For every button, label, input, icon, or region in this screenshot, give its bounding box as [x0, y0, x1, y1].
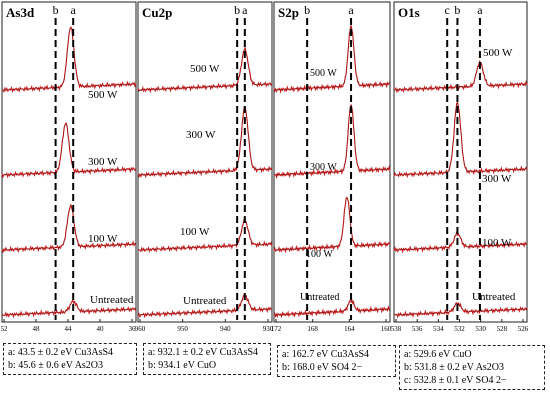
legend-entry: b: 934.1 eV CuO	[148, 360, 217, 371]
x-tick-label: 930	[263, 325, 274, 333]
fit-envelope	[274, 103, 390, 176]
legend-box-s2p: a: 162.7 eV Cu3AsS4 b: 168.0 eV SO4 2−	[277, 345, 396, 377]
fit-envelope	[2, 301, 136, 316]
fit-envelope	[138, 220, 272, 251]
reference-line-label: b	[234, 3, 240, 17]
series-label: 300 W	[310, 162, 337, 173]
x-tick-label: 44	[65, 325, 73, 333]
series-label: Untreated	[472, 291, 516, 303]
series-label: 300 W	[186, 129, 216, 141]
series-label: 500 W	[483, 47, 513, 59]
fit-envelope	[394, 302, 527, 316]
spectrum-line	[273, 25, 391, 94]
panel-cu2p: Cu2p 960 950 940 930 500 W 300 W 100 W Untreated…	[135, 1, 274, 333]
x-tick-label: 528	[497, 325, 508, 333]
series-label: 100 W	[482, 237, 512, 249]
fit-envelope	[2, 205, 136, 251]
x-tick-label: 538	[391, 325, 402, 333]
panel-s2p: S2p 172 168 164 160 500 W 300 W 100 W Untreated b…	[271, 1, 392, 333]
spectrum-line	[1, 299, 137, 319]
panel-frame	[273, 1, 391, 323]
series-label: 500 W	[88, 89, 118, 101]
x-tick-label: 168	[307, 325, 318, 333]
fit-envelope	[138, 107, 272, 176]
x-tick-label: 536	[412, 325, 423, 333]
fit-envelope	[274, 195, 390, 251]
panel-o1s: O1s 538 536 534 532 530 528 526 500 W 300 W 100 W U…	[391, 1, 529, 333]
reference-line-label: a	[348, 3, 354, 17]
legend-box-as3d: a: 43.5 ± 0.2 eV Cu3AsS4 b: 45.6 ± 0.6 eV…	[3, 343, 137, 375]
series-label: 500 W	[310, 68, 337, 79]
x-tick-label: 160	[381, 325, 392, 333]
series-label: Untreated	[183, 295, 227, 307]
x-tick-label: 950	[177, 325, 188, 333]
series-label: 300 W	[482, 173, 512, 185]
x-tick-label: 52	[1, 325, 9, 333]
x-tick-label: 172	[271, 325, 282, 333]
spectrum-line	[137, 106, 273, 179]
panel-frame	[1, 1, 137, 323]
legend-entry: a: 932.1 ± 0.2 eV Cu3AsS4	[148, 347, 259, 358]
reference-line-label: b	[304, 3, 310, 17]
legend-entry: b: 45.6 ± 0.6 eV As2O3	[8, 360, 104, 371]
series-label: 100 W	[306, 249, 333, 260]
legend-entry: a: 162.7 eV Cu3AsS4	[282, 349, 370, 360]
fit-envelope	[2, 123, 136, 176]
fit-envelope	[138, 49, 272, 91]
reference-line-label: b	[454, 3, 460, 17]
legend-entry: b: 168.0 eV SO4 2−	[282, 362, 363, 373]
x-tick-label: 532	[454, 325, 465, 333]
legend-entry: b: 531.8 ± 0.2 eV As2O3	[404, 362, 505, 373]
fit-envelope	[2, 26, 136, 91]
x-tick-label: 164	[344, 325, 355, 333]
x-tick-label: 960	[135, 325, 146, 333]
fit-envelope	[394, 233, 527, 251]
panel-title: O1s	[398, 5, 420, 20]
fit-envelope	[138, 294, 272, 316]
series-label: 100 W	[88, 233, 118, 245]
panel-frame	[137, 1, 273, 323]
panel-frame	[393, 1, 528, 323]
x-tick-label: 48	[33, 325, 41, 333]
panel-title: As3d	[6, 5, 35, 20]
series-label: 300 W	[88, 156, 118, 168]
x-tick-label: 530	[475, 325, 486, 333]
legend-entry: a: 43.5 ± 0.2 eV Cu3AsS4	[8, 347, 114, 358]
series-label: Untreated	[300, 292, 339, 303]
reference-line-label: a	[477, 3, 483, 17]
legend-entry: a: 529.6 eV CuO	[404, 349, 472, 360]
reference-line-label: a	[71, 3, 77, 17]
fit-envelope	[274, 300, 390, 316]
legend-box-o1s: a: 529.6 eV CuO b: 531.8 ± 0.2 eV As2O3 c:…	[399, 345, 545, 390]
x-tick-label: 526	[518, 325, 529, 333]
x-tick-label: 534	[433, 325, 444, 333]
legend-entry: c: 532.8 ± 0.1 eV SO4 2−	[404, 375, 507, 386]
legend-box-cu2p: a: 932.1 ± 0.2 eV Cu3AsS4 b: 934.1 eV CuO	[143, 343, 271, 375]
reference-line-label: c	[445, 3, 450, 17]
panel-as3d: As3d 52 48 44 40 36 500 W 300 W 100 W Untreated b a	[1, 1, 137, 333]
spectrum-line	[1, 121, 137, 179]
fit-envelope	[274, 25, 390, 91]
spectrum-line	[393, 301, 528, 319]
series-label: Untreated	[90, 294, 134, 306]
reference-line-label: b	[53, 3, 59, 17]
spectrum-line	[273, 298, 391, 319]
fit-envelope	[394, 62, 527, 91]
spectrum-line	[393, 101, 528, 179]
panel-title: Cu2p	[142, 5, 172, 20]
reference-line-label: a	[242, 3, 248, 17]
fit-envelope	[394, 101, 527, 176]
series-label: 500 W	[190, 63, 220, 75]
series-label: 100 W	[180, 226, 210, 238]
x-tick-label: 36	[129, 325, 137, 333]
x-tick-label: 40	[97, 325, 105, 333]
x-tick-label: 940	[220, 325, 231, 333]
spectrum-line	[273, 197, 391, 254]
panel-title: S2p	[278, 5, 299, 20]
